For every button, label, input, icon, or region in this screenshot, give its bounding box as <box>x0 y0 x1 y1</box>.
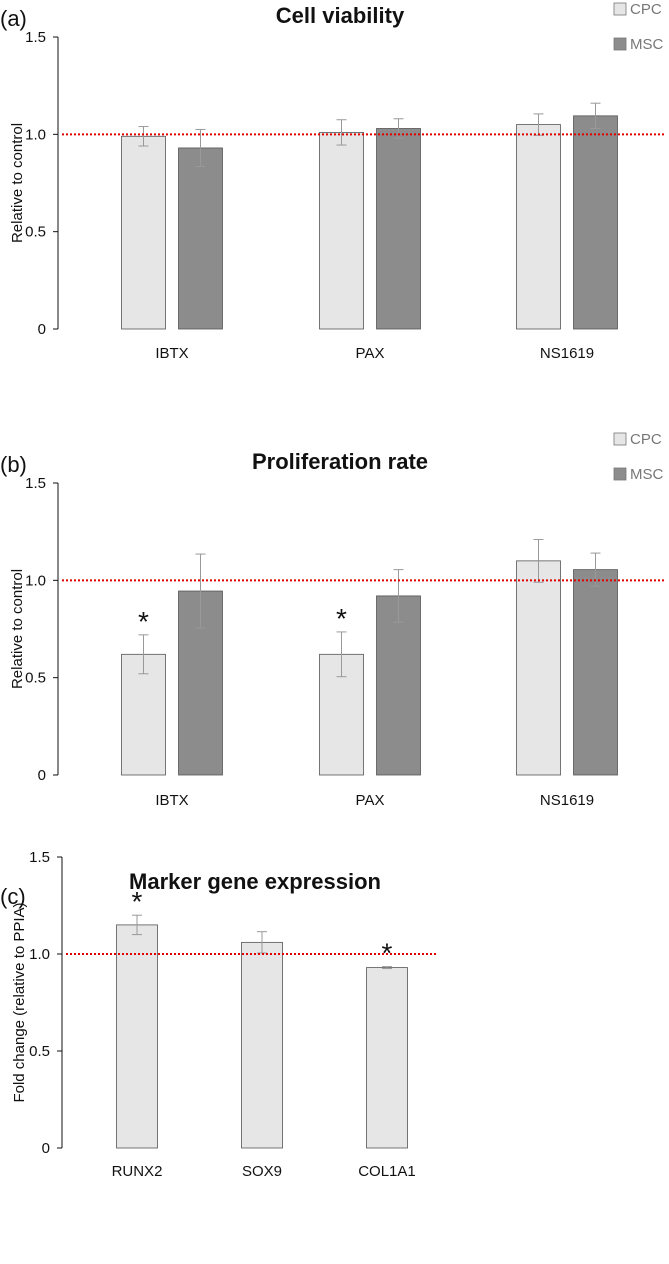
y-tick-label: 0 <box>38 321 46 338</box>
y-tick-label: 1.5 <box>25 29 46 46</box>
legend-label-msc: MSC <box>630 36 664 53</box>
y-axis-label: Relative to control <box>9 569 26 689</box>
panel-letter: (c) <box>0 884 26 909</box>
x-category-label: PAX <box>356 792 385 809</box>
y-tick-label: 0 <box>42 1140 50 1157</box>
significance-marker: * <box>336 603 347 634</box>
y-tick-label: 0.5 <box>25 670 46 687</box>
bar-col1a1 <box>366 967 408 1149</box>
legend-label-msc: MSC <box>630 466 664 483</box>
x-category-label: NS1619 <box>540 345 594 362</box>
legend-label-cpc: CPC <box>630 1 662 18</box>
x-category-label: IBTX <box>155 792 188 809</box>
bar-ibtx-msc <box>178 147 223 330</box>
chart-title: Proliferation rate <box>252 449 428 474</box>
legend-swatch-msc <box>613 37 627 51</box>
y-tick-label: 1.0 <box>29 946 50 963</box>
legend-swatch-cpc <box>613 432 627 446</box>
panel-letter: (b) <box>0 452 27 477</box>
chart-panel-2: (b) Proliferation rate 0 0.5 1.0 1.5 Relative … <box>0 431 664 809</box>
bar-runx2 <box>116 924 158 1149</box>
bar-ns1619-msc <box>573 569 618 776</box>
x-category-label: NS1619 <box>540 792 594 809</box>
y-tick-label: 0 <box>38 767 46 784</box>
panel-letter: (a) <box>0 6 27 31</box>
y-tick-label: 1.0 <box>25 126 46 143</box>
y-axis-label: Relative to control <box>9 123 26 243</box>
bar-ibtx-cpc <box>121 653 166 776</box>
significance-marker: * <box>132 886 143 917</box>
chart-panel-3: (c) Marker gene expression 0 0.5 1.0 1.5 Fold … <box>0 849 436 1180</box>
x-category-label: COL1A1 <box>358 1163 416 1180</box>
bar-ns1619-cpc <box>516 124 561 330</box>
y-tick-label: 0.5 <box>29 1043 50 1060</box>
x-category-label: IBTX <box>155 345 188 362</box>
significance-marker: * <box>138 606 149 637</box>
legend-swatch-cpc <box>613 2 627 16</box>
x-category-label: PAX <box>356 345 385 362</box>
bar-pax-msc <box>376 128 421 330</box>
x-category-label: SOX9 <box>242 1163 282 1180</box>
bar-sox9 <box>241 941 283 1149</box>
chart-panel-1: (a) Cell viability 0 0.5 1.0 1.5 Relative to c… <box>0 1 664 362</box>
x-category-label: RUNX2 <box>112 1163 163 1180</box>
legend-label-cpc: CPC <box>630 431 662 448</box>
bar-ns1619-cpc <box>516 560 561 776</box>
y-tick-label: 1.5 <box>25 475 46 492</box>
bar-ns1619-msc <box>573 115 618 330</box>
legend-swatch-msc <box>613 467 627 481</box>
y-axis-label: Fold change (relative to PPIA) <box>11 902 28 1102</box>
bar-pax-cpc <box>319 131 364 330</box>
y-tick-label: 1.5 <box>29 849 50 866</box>
bar-pax-msc <box>376 595 421 776</box>
bar-ibtx-cpc <box>121 135 166 330</box>
chart-title: Marker gene expression <box>129 869 381 894</box>
y-tick-label: 0.5 <box>25 224 46 241</box>
y-tick-label: 1.0 <box>25 572 46 589</box>
chart-title: Cell viability <box>276 3 405 28</box>
